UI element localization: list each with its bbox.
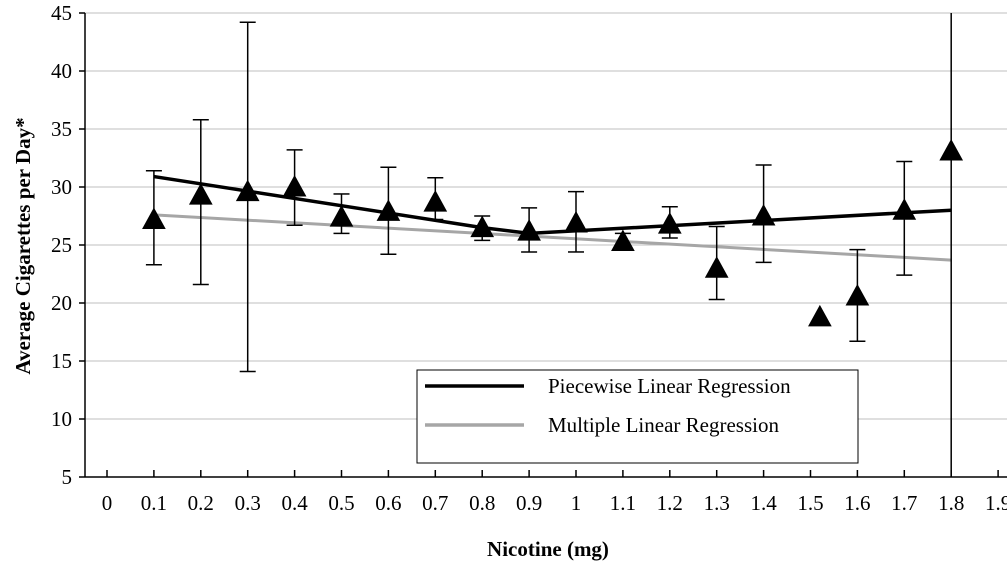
regression-lines bbox=[153, 174, 952, 262]
y-tick-label: 10 bbox=[51, 407, 72, 431]
triangle-marker bbox=[517, 219, 541, 241]
triangle-marker bbox=[564, 210, 588, 233]
x-tick-label: 1.1 bbox=[610, 491, 636, 515]
x-tick-label: 0 bbox=[102, 491, 113, 515]
x-tick-label: 1.2 bbox=[657, 491, 683, 515]
triangle-marker bbox=[657, 212, 682, 234]
piecewise-regression-line bbox=[153, 174, 952, 236]
triangle-marker bbox=[329, 205, 354, 227]
triangle-marker bbox=[282, 174, 307, 197]
legend: Piecewise Linear Regression Multiple Lin… bbox=[416, 369, 859, 464]
triangle-marker bbox=[376, 199, 401, 221]
x-tick-label: 0.8 bbox=[469, 491, 495, 515]
triangle-marker bbox=[188, 183, 213, 205]
y-axis-title: Average Cigarettes per Day* bbox=[11, 117, 35, 374]
triangle-marker bbox=[808, 304, 832, 327]
triangle-marker bbox=[939, 139, 964, 161]
x-tick-label: 0.1 bbox=[141, 491, 167, 515]
y-tick-label: 25 bbox=[51, 233, 72, 257]
y-tick-label: 20 bbox=[51, 291, 72, 315]
x-tick-label: 1.8 bbox=[938, 491, 964, 515]
x-axis-title: Nicotine (mg) bbox=[487, 537, 609, 561]
triangle-marker bbox=[235, 179, 260, 202]
triangle-marker bbox=[470, 215, 495, 238]
data-markers bbox=[142, 139, 964, 327]
x-tick-label: 1.7 bbox=[891, 491, 917, 515]
x-tick-label: 0.3 bbox=[235, 491, 261, 515]
y-axis-ticks: 5 10 15 20 25 30 35 40 45 bbox=[51, 1, 85, 489]
x-axis-ticks: 0 0.1 0.2 0.3 0.4 0.5 0.6 0.7 0.8 0.9 1 1.1 1.2 1.3 1.… bbox=[102, 470, 1007, 515]
x-tick-label: 1.3 bbox=[704, 491, 730, 515]
x-tick-label: 0.5 bbox=[328, 491, 354, 515]
triangle-marker bbox=[704, 256, 729, 278]
x-tick-label: 1.6 bbox=[844, 491, 870, 515]
legend-label-multiple: Multiple Linear Regression bbox=[548, 413, 779, 437]
triangle-marker bbox=[611, 229, 635, 252]
triangle-marker bbox=[845, 284, 870, 306]
y-tick-label: 45 bbox=[51, 1, 72, 25]
y-tick-label: 5 bbox=[62, 465, 73, 489]
multiple-regression-line bbox=[153, 213, 952, 262]
triangle-marker bbox=[892, 198, 917, 220]
y-tick-label: 40 bbox=[51, 59, 72, 83]
x-tick-label: 0.4 bbox=[281, 491, 308, 515]
x-tick-label: 0.7 bbox=[422, 491, 448, 515]
x-tick-label: 0.9 bbox=[516, 491, 542, 515]
x-tick-label: 0.2 bbox=[188, 491, 214, 515]
x-tick-label: 1 bbox=[571, 491, 582, 515]
y-tick-label: 35 bbox=[51, 117, 72, 141]
x-tick-label: 1.5 bbox=[797, 491, 823, 515]
y-tick-label: 15 bbox=[51, 349, 72, 373]
triangle-marker bbox=[751, 203, 776, 226]
triangle-marker bbox=[423, 190, 448, 212]
x-tick-label: 0.6 bbox=[375, 491, 401, 515]
legend-label-piecewise: Piecewise Linear Regression bbox=[548, 374, 791, 398]
triangle-marker bbox=[142, 207, 166, 229]
x-tick-label: 1.9 bbox=[985, 491, 1007, 515]
y-tick-label: 30 bbox=[51, 175, 72, 199]
x-tick-label: 1.4 bbox=[750, 491, 777, 515]
gridlines bbox=[85, 12, 1007, 420]
